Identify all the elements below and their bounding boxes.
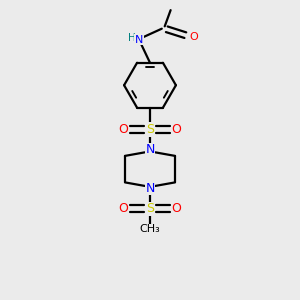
Text: O: O (172, 202, 182, 215)
Text: O: O (172, 123, 182, 136)
Text: N: N (135, 34, 143, 45)
Text: N: N (145, 143, 155, 157)
Text: CH₃: CH₃ (140, 224, 160, 235)
Text: O: O (118, 123, 128, 136)
Text: S: S (146, 123, 154, 136)
Text: O: O (190, 32, 199, 42)
Text: S: S (146, 202, 154, 215)
Text: O: O (118, 202, 128, 215)
Text: N: N (145, 182, 155, 195)
Text: H: H (128, 33, 136, 43)
